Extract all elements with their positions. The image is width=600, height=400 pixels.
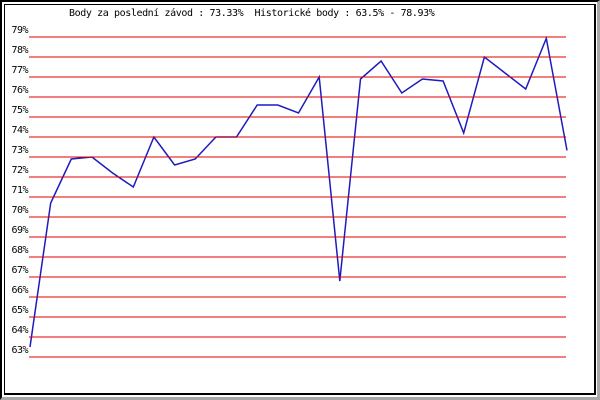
gridlines xyxy=(29,36,566,358)
y-axis-tick-label: 63% xyxy=(11,345,28,356)
data-line xyxy=(29,35,568,348)
y-axis-tick-label: 79% xyxy=(11,25,28,36)
y-axis-tick-label: 66% xyxy=(11,285,28,296)
y-axis-tick-label: 72% xyxy=(11,165,28,176)
y-axis-tick-label: 71% xyxy=(11,185,28,196)
y-axis-tick-label: 67% xyxy=(11,265,28,276)
y-axis-tick-label: 70% xyxy=(11,205,28,216)
y-axis-tick-label: 73% xyxy=(11,145,28,156)
chart-title: Body za poslední závod : 73.33% Historic… xyxy=(69,8,435,19)
y-axis-tick-label: 65% xyxy=(11,305,28,316)
y-axis-tick-label: 74% xyxy=(11,125,28,136)
y-axis-tick-label: 76% xyxy=(11,85,28,96)
y-axis-tick-label: 78% xyxy=(11,45,28,56)
y-axis-tick-label: 77% xyxy=(11,65,28,76)
y-axis-tick-label: 69% xyxy=(11,225,28,236)
y-axis-tick-label: 75% xyxy=(11,105,28,116)
y-axis-tick-label: 64% xyxy=(11,325,28,336)
y-axis-tick-label: 68% xyxy=(11,245,28,256)
points-series-line xyxy=(29,35,568,348)
